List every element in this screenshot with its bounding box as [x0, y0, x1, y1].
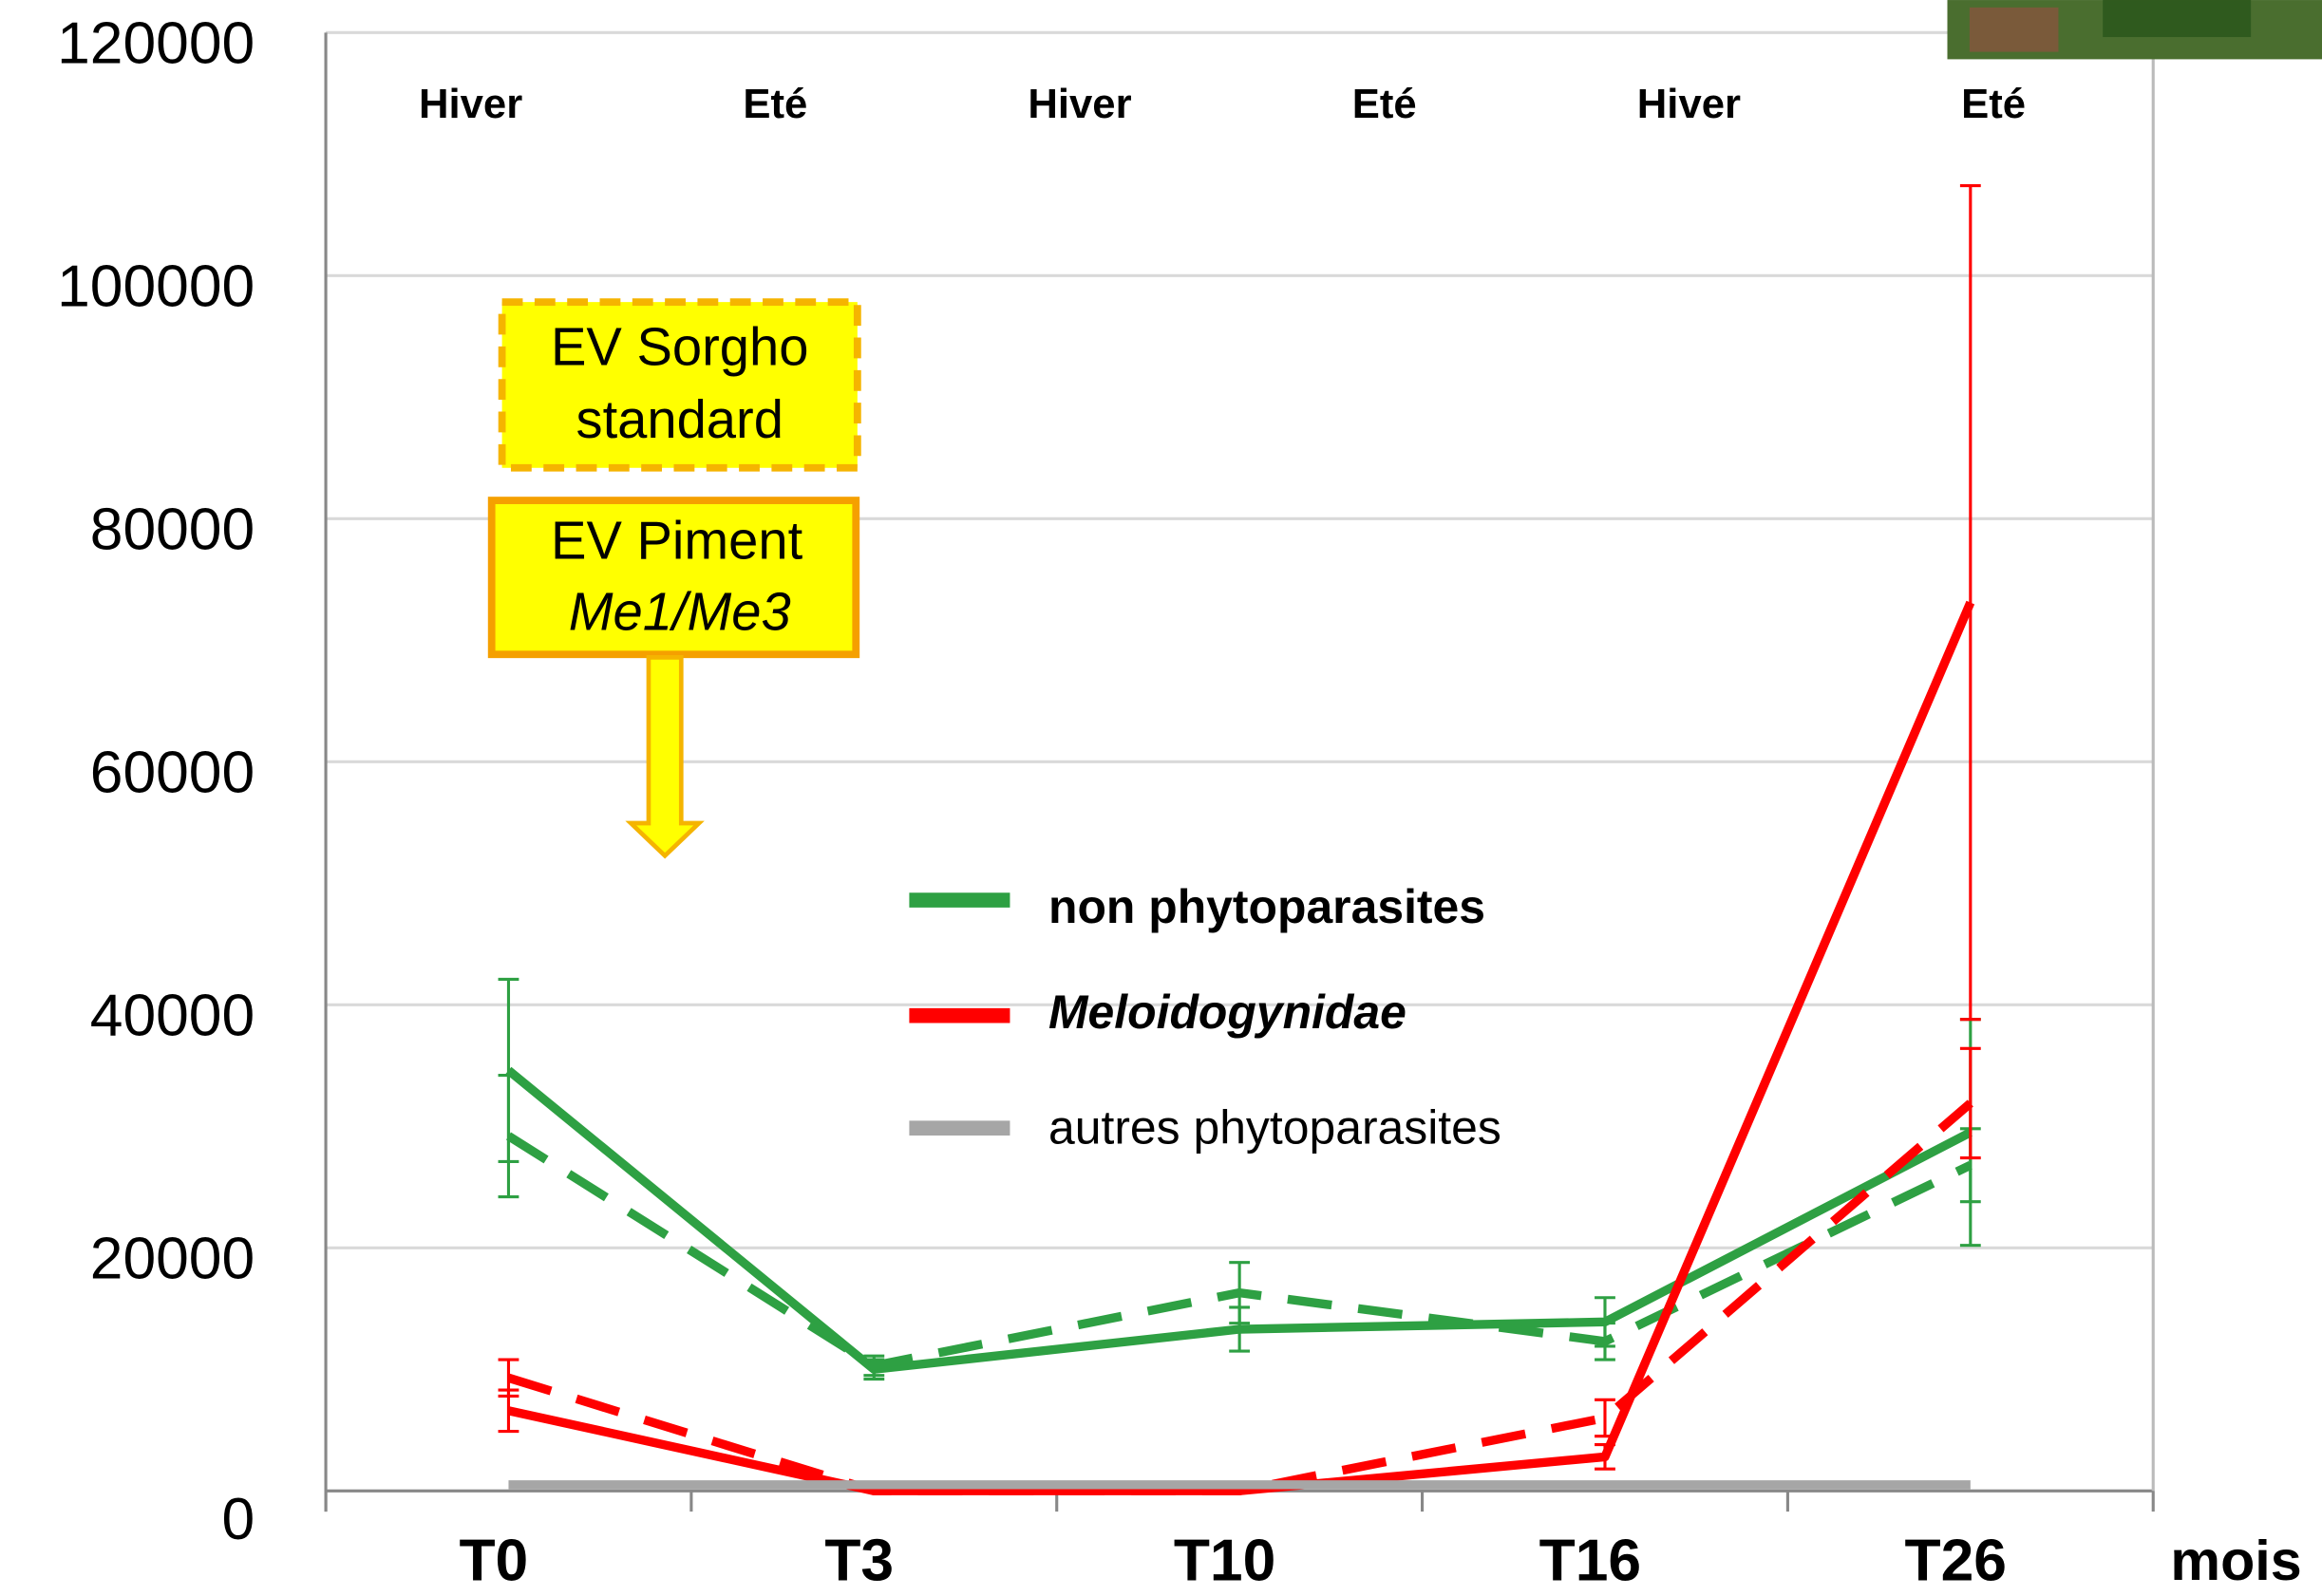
chart: EV Sorgho standard EV Piment Me1/Me3 non… [0, 0, 2322, 1596]
y-tick-label: 100000 [57, 253, 255, 319]
season-label: Eté [1961, 81, 2026, 127]
x-axis-label: mois [2170, 1529, 2301, 1592]
y-tick-label: 0 [222, 1487, 255, 1552]
legend-label: non phytoparasites [1048, 880, 1485, 933]
season-label: Hiver [419, 81, 522, 127]
page: EV Sorgho standard EV Piment Me1/Me3 non… [0, 0, 2322, 1596]
annotation-text: EV Sorgho [551, 316, 808, 376]
y-tick-label: 20000 [90, 1226, 255, 1291]
x-tick-label: T26 [1904, 1529, 2006, 1594]
y-tick-label: 80000 [90, 497, 255, 562]
legend-label: autres phytoparasites [1048, 1101, 1501, 1155]
y-tick-label: 120000 [57, 10, 255, 76]
arrow [631, 657, 699, 855]
annotation-text: standard [576, 389, 783, 449]
x-tick-label: T16 [1539, 1529, 1641, 1594]
x-tick-label: T0 [459, 1529, 528, 1594]
photo-detail [2103, 0, 2251, 37]
season-label: Hiver [1028, 81, 1131, 127]
annotation-text: EV Piment [551, 511, 803, 571]
x-tick-label: T3 [824, 1529, 894, 1594]
photo-detail [1970, 8, 2059, 52]
season-label: Eté [1352, 81, 1417, 127]
season-label: Hiver [1637, 81, 1741, 127]
y-tick-label: 40000 [90, 983, 255, 1048]
annotation-text: Me1/Me3 [569, 582, 791, 642]
legend-label: Meloidogynidae [1048, 986, 1406, 1039]
y-tick-label: 60000 [90, 740, 255, 805]
x-tick-label: T10 [1174, 1529, 1275, 1594]
season-label: Eté [743, 81, 807, 127]
series-line [508, 603, 1970, 1492]
